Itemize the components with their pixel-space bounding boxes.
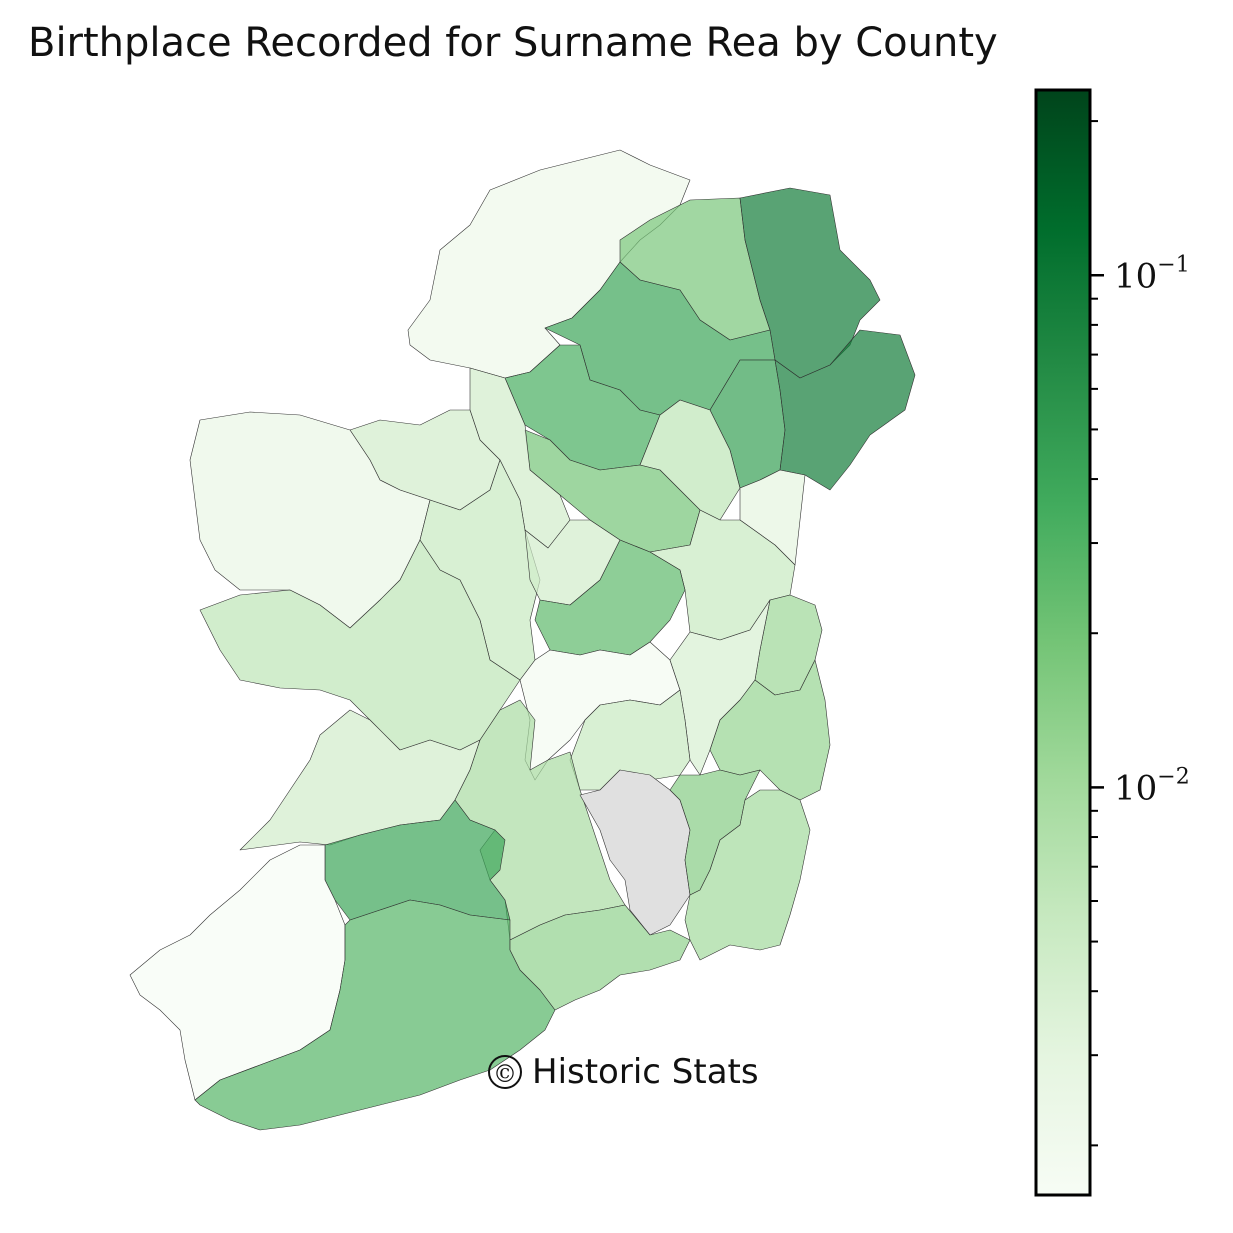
colorbar: 10−1 10−2 xyxy=(1020,80,1230,1225)
credit-text: Historic Stats xyxy=(532,1052,759,1092)
copyright-icon: © xyxy=(488,1055,522,1089)
map-title: Birthplace Recorded for Surname Rea by C… xyxy=(28,20,998,66)
colorbar-tick-label: 10−2 xyxy=(1114,764,1190,808)
county-laois[interactable] xyxy=(569,689,691,791)
county-cork[interactable] xyxy=(194,899,556,1131)
credit-watermark: © Historic Stats xyxy=(488,1052,759,1092)
colorbar-gradient xyxy=(1034,88,1092,1197)
county-wexford[interactable] xyxy=(684,789,811,961)
county-waterford[interactable] xyxy=(509,904,691,1011)
county-down[interactable] xyxy=(774,329,916,491)
choropleth-map xyxy=(129,149,916,1131)
colorbar-tick-label: 10−1 xyxy=(1114,252,1190,296)
